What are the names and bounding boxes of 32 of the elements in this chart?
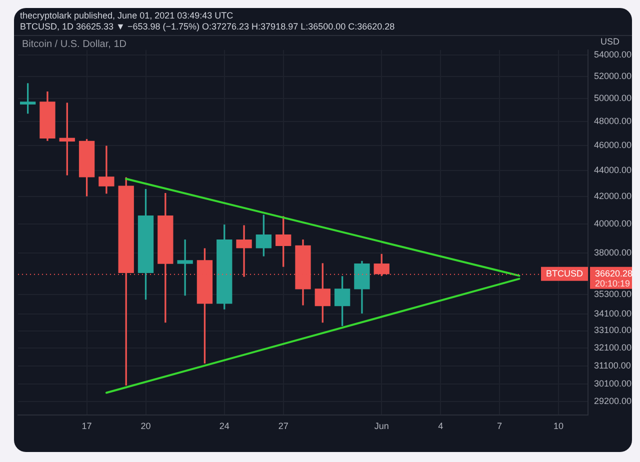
x-tick-label: 20 (140, 420, 151, 431)
x-tick-label: Jun (374, 420, 389, 431)
y-tick-label: 35300.00 (594, 289, 632, 300)
y-tick-label: 46000.00 (594, 140, 632, 150)
y-tick-label: 34100.00 (594, 308, 632, 318)
y-tick-label: 32100.00 (594, 342, 632, 353)
y-tick-label: 42000.00 (594, 191, 632, 202)
x-tick-label: 10 (554, 420, 564, 431)
y-tick-label: 31100.00 (594, 360, 631, 370)
candlestick (177, 240, 193, 296)
y-tick-label: 54000.00 (594, 50, 632, 60)
y-tick-label: 44000.00 (594, 164, 632, 175)
x-tick-label: 24 (219, 420, 230, 431)
text: Bitcoin / U.S. Dollar, 1D (22, 38, 126, 50)
x-tick-label: 7 (497, 420, 502, 431)
y-tick-label: 52000.00 (594, 70, 632, 81)
y-tick-label: 38000.00 (594, 248, 632, 258)
y-tick-label: 30100.00 (594, 378, 632, 389)
chart-title: thecryptolark published, June 01, 2021 03:49:43 UTC (20, 10, 234, 20)
y-tick-label: 29200.00 (594, 396, 632, 406)
y-axis-title: USD (600, 36, 620, 46)
text: 20:10:19 (595, 278, 630, 288)
y-tick-label: 40000.00 (594, 218, 632, 229)
chart-subtitle: BTCUSD, 1D 36625.33 ▼ −653.98 (−1.75%) O:37276.23 H:37918.97 L:36500.00 C:36620.28 (20, 21, 395, 32)
y-tick-label: 33100.00 (594, 325, 632, 336)
x-tick-label: 27 (278, 420, 288, 431)
y-tick-label: 50000.00 (594, 93, 632, 104)
ref-line-label: BTCUSD (546, 268, 584, 278)
x-tick-label: 4 (438, 420, 444, 431)
candlestick (98, 146, 114, 194)
y-tick-label: 48000.00 (594, 116, 632, 126)
x-tick-label: 17 (82, 420, 92, 431)
